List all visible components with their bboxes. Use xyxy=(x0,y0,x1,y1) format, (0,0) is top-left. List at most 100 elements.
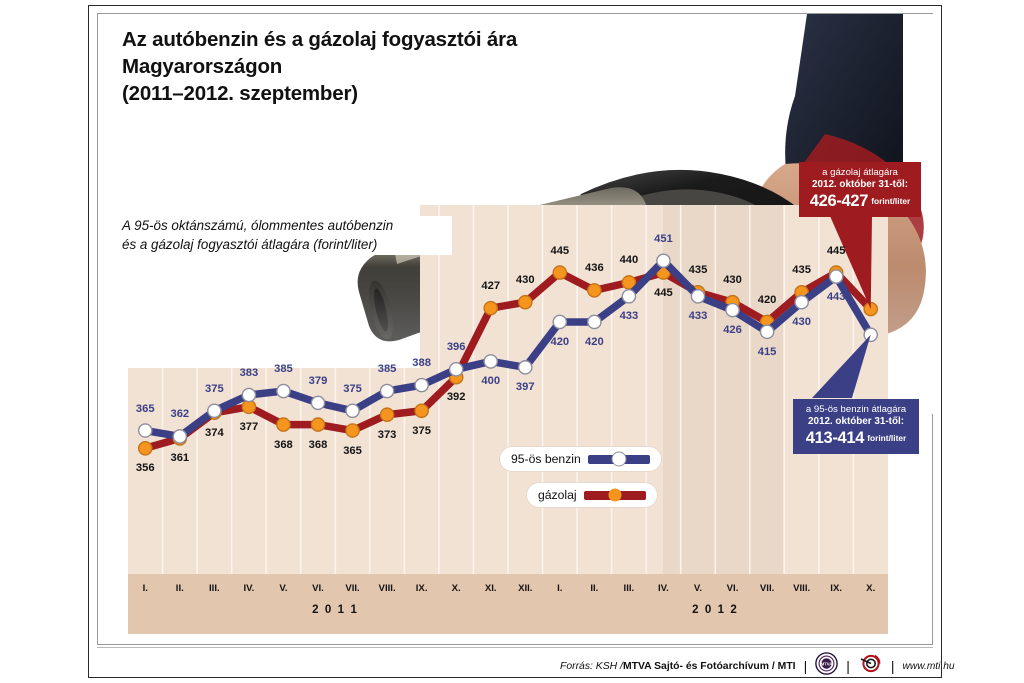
title-line-1: Az autóbenzin és a gázolaj fogyasztói ár… xyxy=(122,28,518,51)
label-gazolaj-4: 377 xyxy=(239,420,259,433)
axis-tick-7: VII. xyxy=(345,583,360,594)
label-gazolaj-19: 420 xyxy=(757,293,777,306)
label-benzin-18: 426 xyxy=(723,324,742,337)
svg-text:MTVA: MTVA xyxy=(821,662,833,667)
axis-tick-20: VIII. xyxy=(793,583,811,594)
footer-url[interactable]: www.mti.hu xyxy=(902,660,955,672)
axis-tick-1: I. xyxy=(142,583,148,594)
axis-tick-6: VI. xyxy=(312,583,324,594)
label-gazolaj-3: 374 xyxy=(205,426,224,439)
callout-pointers xyxy=(812,216,872,398)
label-gazolaj-1: 356 xyxy=(135,462,155,475)
label-gazolaj-20: 435 xyxy=(792,264,811,277)
callout-petrol-line1: a 95-ös benzin átlagára xyxy=(805,404,907,415)
legend-marker-benzin xyxy=(611,451,627,467)
label-gazolaj-15: 440 xyxy=(619,254,639,267)
label-gazolaj-21: 445 xyxy=(826,244,846,257)
footer-divider xyxy=(97,647,933,649)
axis-tick-5: V. xyxy=(279,583,288,594)
label-benzin-17: 433 xyxy=(688,310,708,323)
label-benzin-4: 383 xyxy=(239,366,259,379)
callout-diesel-value-row: 426-427 forint/liter xyxy=(805,192,915,211)
label-benzin-11: 400 xyxy=(481,375,501,388)
axis-tick-16: IV. xyxy=(658,583,669,594)
axis-tick-13: I. xyxy=(557,583,563,594)
axis-tick-10: X. xyxy=(451,583,461,594)
label-gazolaj-6: 368 xyxy=(308,438,328,451)
legend-item-benzin[interactable]: 95-ös benzin xyxy=(500,447,661,471)
axis-band xyxy=(128,574,888,634)
callout-diesel: a gázolaj átlagára 2012. október 31-től:… xyxy=(799,162,921,217)
label-benzin-16: 451 xyxy=(654,232,673,245)
callout-diesel-line2: 2012. október 31-től: xyxy=(811,178,909,190)
legend-swatch-gazolaj xyxy=(583,488,646,502)
legend-label-gazolaj: gázolaj xyxy=(538,488,577,502)
label-benzin-15: 433 xyxy=(619,310,639,323)
chart-subtitle: A 95-ös oktánszámú, ólommentes autóbenzi… xyxy=(122,216,452,255)
label-benzin-9: 388 xyxy=(412,357,431,370)
label-benzin-21: 443 xyxy=(826,290,846,303)
axis-tick-17: V. xyxy=(693,583,703,594)
label-gazolaj-18: 430 xyxy=(723,274,742,287)
axis-tick-4: IV. xyxy=(243,583,255,594)
label-gazolaj-7: 365 xyxy=(343,444,362,457)
label-gazolaj-8: 373 xyxy=(377,428,397,441)
footer-separator-2: | xyxy=(846,658,850,674)
label-benzin-10: 396 xyxy=(446,341,466,354)
axis-tick-11: XI. xyxy=(484,583,497,594)
label-benzin-2: 362 xyxy=(170,408,190,421)
callout-diesel-unit: forint/liter xyxy=(871,196,911,207)
axis-tick-19: VII. xyxy=(759,583,775,594)
title-line-3: (2011–2012. szeptember) xyxy=(122,82,358,106)
axis-tick-2: II. xyxy=(175,583,184,594)
axis-tick-22: X. xyxy=(866,583,876,594)
label-gazolaj-12: 430 xyxy=(515,274,535,287)
label-benzin-7: 375 xyxy=(343,382,362,395)
label-gazolaj-16: 445 xyxy=(654,286,673,299)
callout-diesel-value: 426-427 xyxy=(809,191,869,210)
legend-swatch-benzin xyxy=(587,451,650,467)
legend-item-gazolaj[interactable]: gázolaj xyxy=(527,483,657,507)
label-benzin-20: 430 xyxy=(792,316,811,329)
label-gazolaj-5: 368 xyxy=(274,438,293,451)
label-gazolaj-11: 427 xyxy=(481,280,501,293)
axis-tick-9: IX. xyxy=(415,583,428,594)
label-benzin-6: 379 xyxy=(308,374,328,387)
footer-source-bold: MTVA Sajtó- és Fotóarchívum / MTI xyxy=(622,660,796,672)
label-benzin-12: 397 xyxy=(515,381,535,394)
mtva-logo-icon: MTVA xyxy=(815,652,839,680)
axis-tick-8: VIII. xyxy=(378,583,396,594)
label-gazolaj-2: 361 xyxy=(170,452,190,465)
subtitle-line-1: A 95-ös oktánszámú, ólommentes autóbenzi… xyxy=(122,218,394,233)
callout-diesel-line1: a gázolaj átlagára xyxy=(822,167,898,178)
footer: Forrás: KSH / MTVA Sajtó- és Fotóarchívu… xyxy=(560,652,955,680)
page-title: Az autóbenzin és a gázolaj fogyasztói ár… xyxy=(122,26,642,107)
legend-label-benzin: 95-ös benzin xyxy=(511,452,581,466)
label-gazolaj-13: 445 xyxy=(550,244,570,257)
label-benzin-5: 385 xyxy=(274,363,293,376)
footer-separator-1: | xyxy=(803,658,808,674)
label-benzin-13: 420 xyxy=(550,335,570,348)
callout-petrol-value: 413-414 xyxy=(805,428,865,447)
legend-marker-gazolaj xyxy=(608,488,622,502)
label-gazolaj-10: 392 xyxy=(446,391,466,404)
label-gazolaj-17: 435 xyxy=(688,264,708,277)
footer-separator-3: | xyxy=(890,658,895,674)
subtitle-line-2: és a gázolaj fogyasztói átlagára (forint… xyxy=(122,237,378,253)
axis-tick-18: VI. xyxy=(726,583,739,594)
footer-source-prefix: Forrás: KSH / xyxy=(560,660,623,672)
axis-tick-3: III. xyxy=(209,583,220,594)
axis-tick-12: XII. xyxy=(518,583,533,594)
callout-petrol: a 95-ös benzin átlagára 2012. október 31… xyxy=(793,399,919,454)
axis-tick-21: IX. xyxy=(830,583,843,594)
label-benzin-3: 375 xyxy=(205,382,224,395)
label-gazolaj-9: 375 xyxy=(412,424,431,437)
callout-petrol-line2: 2012. október 31-től: xyxy=(807,415,905,427)
label-benzin-8: 385 xyxy=(377,363,397,376)
label-benzin-19: 415 xyxy=(757,345,777,358)
callout-petrol-unit: forint/liter xyxy=(867,433,907,444)
title-line-2: Magyarországon xyxy=(122,55,283,79)
label-benzin-14: 420 xyxy=(585,335,604,348)
